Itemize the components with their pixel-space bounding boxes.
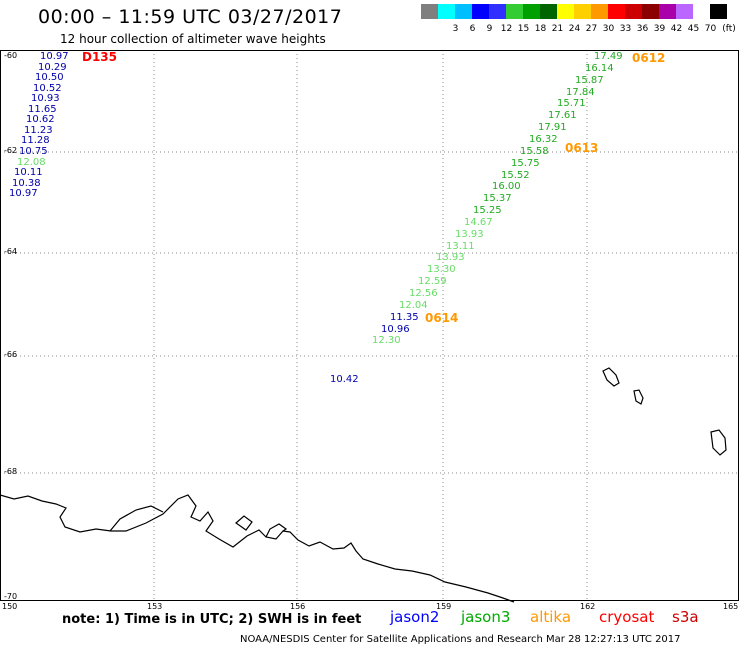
legend-label: 3 <box>452 24 459 34</box>
map-frame <box>0 50 739 601</box>
wave-height-value: 17.61 <box>548 110 577 122</box>
wave-height-value: 12.04 <box>399 299 428 311</box>
wave-height-value: 16.14 <box>585 62 614 74</box>
lat-label: -68 <box>4 467 18 476</box>
wave-height-value: 13.93 <box>436 252 465 264</box>
wave-height-value: 12.56 <box>409 288 438 299</box>
satellite-label-s3a: s3a <box>672 608 699 626</box>
wave-height-value: 10.97 <box>9 188 38 200</box>
lat-label: -62 <box>4 146 18 155</box>
legend-label: 30 <box>602 24 615 34</box>
island <box>710 429 727 456</box>
wave-height-value: 12.30 <box>372 335 401 347</box>
satellite-label-jason3: jason3 <box>461 608 511 626</box>
legend-label: 9 <box>486 24 493 34</box>
wave-height-value: 16.32 <box>529 133 558 145</box>
legend-label: 12 <box>500 24 513 34</box>
pass-label: 0614 <box>425 311 459 325</box>
wave-height-value: 15.87 <box>575 74 604 86</box>
lon-label: 165 <box>723 602 739 611</box>
legend-label: 6 <box>469 24 476 34</box>
legend-label: 27 <box>585 24 598 34</box>
legend-unit: (ft) <box>722 24 736 34</box>
satellite-label-cryosat: cryosat <box>599 608 655 626</box>
wave-height-value: 12.08 <box>17 156 46 168</box>
lat-label: -64 <box>4 247 18 256</box>
lat-label: -60 <box>4 51 18 60</box>
wave-height-value: 10.42 <box>330 374 359 385</box>
legend-label: 15 <box>517 24 530 34</box>
map-subtitle: 12 hour collection of altimeter wave hei… <box>60 32 326 46</box>
pass-label: D135 <box>82 50 118 64</box>
wave-height-value: 15.58 <box>520 145 549 157</box>
wave-height-value: 11.28 <box>21 135 50 147</box>
antarctic-coastline <box>0 494 515 603</box>
wave-height-value: 11.35 <box>390 311 419 323</box>
coastline-inlet <box>265 523 288 538</box>
legend-label: 18 <box>534 24 547 34</box>
satellite-label-jason2: jason2 <box>390 608 440 626</box>
island <box>633 389 644 405</box>
wave-height-value: 10.38 <box>12 177 41 189</box>
wave-height-value: 12.59 <box>418 276 447 288</box>
wave-height-value: 15.52 <box>501 169 530 181</box>
legend-label: 21 <box>551 24 564 34</box>
wave-height-value: 15.25 <box>473 205 502 217</box>
color-scale-legend: 3 6 9 12 15 18 21 24 27 30 33 36 39 42 45 70 (ft) <box>421 4 739 38</box>
legend-label: 39 <box>653 24 666 34</box>
wave-height-value: 17.84 <box>566 86 595 98</box>
wave-height-value: 10.75 <box>19 145 48 157</box>
lon-label: 162 <box>580 602 596 611</box>
wave-height-value: 13.11 <box>446 240 475 252</box>
graticule <box>0 50 740 600</box>
wave-height-value: 17.91 <box>538 122 567 134</box>
wave-height-value: 15.75 <box>511 157 540 169</box>
lon-label: 153 <box>147 602 163 611</box>
wave-height-value: 10.62 <box>26 114 55 126</box>
island <box>602 367 620 387</box>
satellite-label-altika: altika <box>530 608 572 626</box>
wave-height-value: 17.49 <box>594 51 623 62</box>
wave-height-value: 10.96 <box>381 323 410 335</box>
legend-label: 24 <box>568 24 581 34</box>
map-title: 00:00 – 11:59 UTC 03/27/2017 <box>38 6 343 28</box>
note-text: note: 1) Time is in UTC; 2) SWH is in fe… <box>62 612 362 627</box>
legend-swatch <box>710 4 728 19</box>
wave-height-value: 10.97 <box>40 51 69 62</box>
wave-height-value: 13.93 <box>455 228 484 240</box>
wave-height-value: 14.67 <box>464 216 493 228</box>
pass-label: 0612 <box>632 51 666 65</box>
wave-height-value: 15.71 <box>557 98 586 110</box>
wave-height-value: 10.52 <box>33 82 62 94</box>
pass-label: 0613 <box>565 141 599 155</box>
legend-label: 36 <box>636 24 649 34</box>
wave-height-value: 10.29 <box>38 61 67 73</box>
wave-height-value: 11.23 <box>24 124 53 136</box>
lon-label: 156 <box>290 602 306 611</box>
wave-height-value: 11.65 <box>28 103 57 115</box>
legend-label: 42 <box>670 24 683 34</box>
legend-label: 33 <box>619 24 632 34</box>
wave-height-value: 13.30 <box>427 264 456 276</box>
lat-label: -66 <box>4 350 18 359</box>
legend-label: 45 <box>687 24 700 34</box>
wave-height-value: 16.00 <box>492 181 521 193</box>
lat-label: -70 <box>4 592 18 601</box>
coastline-inlet <box>235 515 253 531</box>
wave-height-value: 10.11 <box>14 167 43 179</box>
footer-credit: NOAA/NESDIS Center for Satellite Applica… <box>240 634 681 645</box>
coastline-inlet <box>109 505 164 532</box>
lon-label: 150 <box>2 602 18 611</box>
lon-label: 159 <box>436 602 452 611</box>
wave-height-value: 10.50 <box>35 72 64 84</box>
wave-height-value: 15.37 <box>483 193 512 205</box>
legend-label: 70 <box>704 24 717 34</box>
wave-height-value: 10.93 <box>31 93 60 105</box>
